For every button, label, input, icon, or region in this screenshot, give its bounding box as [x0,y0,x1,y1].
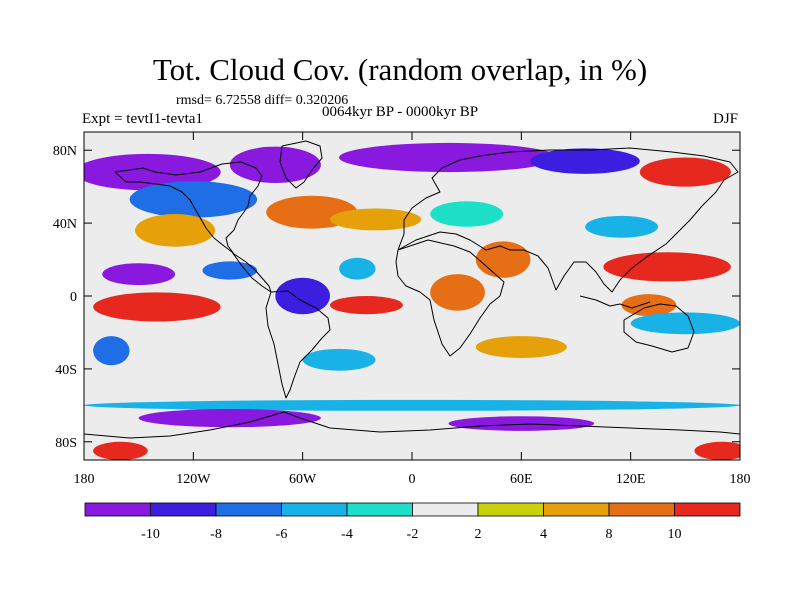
season-label: DJF [712,111,738,127]
colorbar-label-6: 4 [540,527,547,542]
anomaly-field [84,132,740,460]
anomaly-patch-6 [135,214,216,247]
plot-title: Tot. Cloud Cov. (random overlap, in %) [152,52,648,87]
anomaly-patch-26 [138,408,321,428]
anomaly-patch-21 [93,336,130,366]
anomaly-patch-11 [339,257,376,280]
colorbar: -10 -8 -6 -4 -2 2 4 8 10 [84,502,741,542]
anomaly-patch-4 [639,157,731,187]
coastlines [84,140,740,439]
anomaly-patch-5 [129,181,258,218]
y-tick-label-4: 80S [55,436,77,451]
anomaly-patch-24 [630,312,740,335]
coast-south-america [265,290,331,399]
coast-maritime-islands [579,295,651,309]
anomaly-patch-14 [430,201,504,227]
axis-ticks: 180 120W 60W 0 60E 120E 180 80N 40N 0 40S 80S [53,132,751,487]
colorbar-bin-8 [608,502,675,517]
anomaly-patch-15 [585,215,658,238]
coast-australia [623,303,695,353]
x-tick-label-3: 0 [409,472,416,487]
anomaly-patch-25 [84,399,740,411]
colorbar-bin-5 [412,502,479,517]
period-label: 0064kyr BP - 0000kyr BP [322,104,479,120]
coast-eurasia [397,147,739,293]
colorbar-label-3: -4 [341,527,353,542]
colorbar-label-4: -2 [407,527,419,542]
colorbar-label-7: 8 [606,527,613,542]
coast-antarctica [84,411,740,439]
anomaly-patch-27 [448,416,595,431]
colorbar-label-5: 2 [475,527,482,542]
anomaly-patch-16 [93,292,221,322]
anomaly-patch-8 [330,208,422,231]
x-tick-label-1: 120W [176,472,211,487]
anomaly-patch-20 [621,294,677,317]
anomaly-patch-17 [275,277,330,315]
y-tick-label-1: 40N [53,217,77,232]
anomaly-patch-29 [694,441,740,460]
coast-north-america [114,161,272,293]
anomaly-patch-28 [93,441,148,460]
coast-greenland [279,140,323,189]
anomaly-patches [84,142,740,460]
colorbar-bin-4 [346,502,413,517]
anomaly-patch-3 [530,148,640,174]
y-tick-label-2: 0 [70,290,77,305]
x-tick-label-6: 180 [730,472,751,487]
colorbar-label-0: -10 [141,527,160,542]
anomaly-patch-9 [102,263,176,286]
x-tick-label-4: 60E [510,472,533,487]
anomaly-patch-13 [603,252,731,282]
y-tick-label-3: 40S [55,363,77,378]
colorbar-bin-3 [281,502,348,517]
anomaly-patch-1 [229,146,321,184]
anomaly-patch-0 [84,153,221,191]
anomaly-patch-2 [339,142,558,173]
y-tick-label-0: 80N [53,144,77,159]
colorbar-bin-7 [543,502,610,517]
coast-africa [395,239,505,357]
colorbar-bin-9 [674,502,741,517]
anomaly-patch-19 [430,274,485,311]
anomaly-patch-18 [330,296,403,315]
colorbar-bin-6 [477,502,544,517]
anomaly-patch-10 [202,261,258,280]
anomaly-patch-22 [302,348,376,371]
x-tick-label-5: 120E [616,472,646,487]
experiment-label: Expt = tevtI1-tevta1 [82,111,203,127]
colorbar-label-8: 10 [668,527,682,542]
anomaly-patch-23 [475,336,567,358]
colorbar-label-1: -8 [210,527,222,542]
colorbar-label-2: -6 [276,527,288,542]
x-tick-label-2: 60W [289,472,317,487]
colorbar-bin-0 [84,502,151,517]
colorbar-bin-2 [215,502,282,517]
stats-line: rmsd= 6.72558 diff= 0.320206 [176,93,349,108]
x-tick-label-0: 180 [74,472,95,487]
colorbar-bin-1 [150,502,217,517]
